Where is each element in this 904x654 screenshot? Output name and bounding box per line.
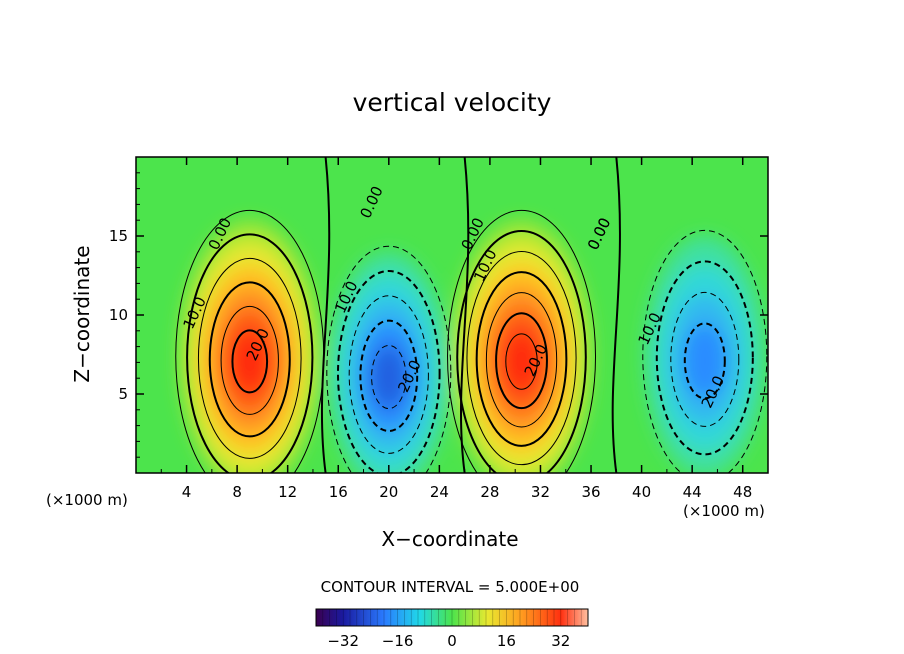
x-tick-label-20: 20	[379, 483, 398, 501]
colorbar-tick--16: −16	[382, 632, 414, 650]
x-axis-ticks: 4 8 12 16 20 24 28 32 36 40 44 48	[160, 157, 752, 501]
x-tick-label-48: 48	[733, 483, 752, 501]
colorbar: −32 −16 0 16 32	[315, 608, 589, 650]
contour-0-2	[197, 257, 302, 459]
y-axis-label: Z−coordinate	[70, 245, 94, 383]
x-tick-label-12: 12	[278, 483, 297, 501]
y-tick-label-10: 10	[109, 306, 128, 324]
contour-1-0	[326, 245, 452, 473]
contour-0-5	[231, 329, 269, 394]
contour-0-3	[208, 281, 291, 438]
x-tick-label-32: 32	[531, 483, 550, 501]
contour-1-1	[337, 270, 441, 473]
contour-2-3	[475, 271, 568, 447]
colorbar-gradient	[315, 608, 589, 627]
x-tick-label-4: 4	[182, 483, 192, 501]
contour-1-2	[348, 295, 429, 454]
contour-lines	[175, 157, 768, 473]
contour-3-1	[655, 260, 754, 456]
zero-contour-0	[320, 157, 331, 473]
downdraft-band-3-3	[683, 323, 726, 399]
updraft-band-2-5	[503, 330, 540, 393]
x-tick-label-8: 8	[232, 483, 242, 501]
zero-contour-1	[459, 157, 470, 473]
contour-1-3	[359, 319, 419, 432]
contour-0-1	[186, 233, 314, 473]
chart-title: vertical velocity	[352, 88, 552, 117]
contour-2-2	[466, 251, 577, 466]
y-tick-label-5: 5	[118, 385, 128, 403]
zero-contour-2	[611, 157, 621, 473]
contour-2-0	[447, 209, 596, 473]
x-tick-label-36: 36	[581, 483, 600, 501]
x-tick-label-24: 24	[430, 483, 449, 501]
velocity-field	[136, 157, 768, 473]
y-axis-ticks: 5 10 15	[109, 172, 768, 458]
contour-interval-text: CONTOUR INTERVAL = 5.000E+00	[320, 578, 580, 596]
colorbar-tick-32: 32	[551, 632, 570, 650]
x-tick-label-44: 44	[683, 483, 702, 501]
updraft-band-0-5	[231, 330, 269, 393]
colorbar-tick-0: 0	[447, 632, 457, 650]
contour-2-6	[505, 333, 538, 390]
contour-3-0	[642, 229, 768, 473]
filled-contours	[179, 221, 765, 473]
colorbar-tick--32: −32	[327, 632, 359, 650]
contour-3-3	[683, 322, 726, 400]
y-tick-label-15: 15	[109, 227, 128, 245]
x-units-right: (×1000 m)	[683, 502, 765, 520]
contour-1-4	[371, 344, 407, 410]
downdraft-band-1-4	[370, 345, 408, 409]
contour-2-4	[485, 292, 558, 428]
x-units-left: (×1000 m)	[46, 491, 128, 509]
x-tick-label-40: 40	[632, 483, 651, 501]
x-tick-label-28: 28	[480, 483, 499, 501]
contour-0-4	[220, 305, 279, 415]
x-tick-label-16: 16	[329, 483, 348, 501]
contour-2-5	[495, 312, 548, 410]
colorbar-tick-16: 16	[497, 632, 516, 650]
contour-3-2	[670, 291, 740, 427]
contour-2-1	[456, 230, 587, 473]
x-axis-label: X−coordinate	[381, 527, 519, 551]
